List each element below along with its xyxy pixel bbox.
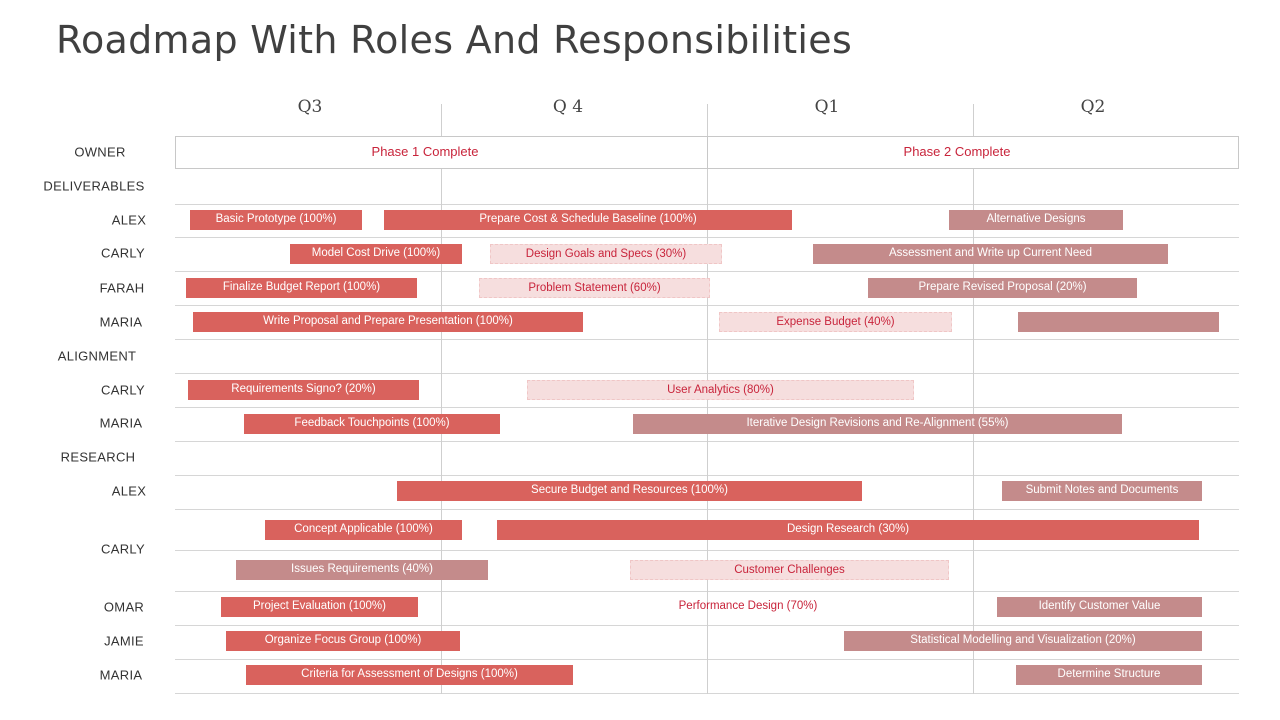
task-bar: Expense Budget (40%) [719, 312, 952, 332]
task-bar: Assessment and Write up Current Need [813, 244, 1168, 264]
row-label-owner: OWNER [74, 144, 126, 160]
task-bar: Write Proposal and Prepare Presentation … [193, 312, 583, 332]
task-bar: Project Evaluation (100%) [221, 597, 418, 617]
row-label-deliverables: DELIVERABLES [43, 178, 145, 194]
task-bar: Determine Structure [1016, 665, 1202, 685]
row-label-maria: MARIA [99, 415, 143, 431]
row-label-carly: CARLY [101, 245, 145, 261]
task-bar: Organize Focus Group (100%) [226, 631, 460, 651]
task-bar: Criteria for Assessment of Designs (100%… [246, 665, 573, 685]
task-bar: Problem Statement (60%) [479, 278, 710, 298]
task-bar: Concept Applicable (100%) [265, 520, 462, 540]
task-bar: Statistical Modelling and Visualization … [844, 631, 1202, 651]
quarter-q2-label: Q2 [1080, 97, 1106, 117]
task-bar: Prepare Cost & Schedule Baseline (100%) [384, 210, 792, 230]
row-label-jamie: JAMIE [104, 633, 144, 649]
task-bar: Basic Prototype (100%) [190, 210, 362, 230]
task-bar: Requirements Signo? (20%) [188, 380, 419, 400]
row-label-research: RESEARCH [60, 449, 136, 465]
task-bar: Performance Design (70%) [678, 600, 818, 612]
phase-1-label: Phase 1 Complete [371, 144, 479, 159]
task-bar: Finalize Budget Report (100%) [186, 278, 417, 298]
task-bar: Customer Challenges [630, 560, 949, 580]
quarter-divider [973, 104, 974, 694]
page-title: Roadmap With Roles And Responsibilities [56, 18, 853, 62]
task-bar: Issues Requirements (40%) [236, 560, 488, 580]
row-label-alex: ALEX [111, 212, 147, 228]
quarter-q3-label: Q3 [297, 97, 323, 117]
quarter-q1-label: Q1 [814, 97, 840, 117]
row-label-alex: ALEX [111, 483, 147, 499]
task-bar: Secure Budget and Resources (100%) [397, 481, 862, 501]
row-label-farah: FARAH [99, 280, 145, 296]
task-bar [1018, 312, 1219, 332]
task-bar: Submit Notes and Documents [1002, 481, 1202, 501]
row-label-alignment: ALIGNMENT [57, 348, 137, 364]
row-label-maria: MARIA [99, 314, 143, 330]
task-bar: Feedback Touchpoints (100%) [244, 414, 500, 434]
phase-divider [707, 136, 708, 169]
task-bar: Model Cost Drive (100%) [290, 244, 462, 264]
task-bar: Design Goals and Specs (30%) [490, 244, 722, 264]
row-label-omar: OMAR [103, 599, 145, 615]
task-bar: Iterative Design Revisions and Re-Alignm… [633, 414, 1122, 434]
quarter-q4-label: Q 4 [552, 97, 584, 117]
row-label-carly: CARLY [101, 541, 145, 557]
task-bar: User Analytics (80%) [527, 380, 914, 400]
task-bar: Design Research (30%) [497, 520, 1199, 540]
row-label-maria: MARIA [99, 667, 143, 683]
row-label-carly: CARLY [101, 382, 145, 398]
phase-2-label: Phase 2 Complete [903, 144, 1011, 159]
task-bar: Alternative Designs [949, 210, 1123, 230]
task-bar: Prepare Revised Proposal (20%) [868, 278, 1137, 298]
task-bar: Identify Customer Value [997, 597, 1202, 617]
quarter-divider [441, 104, 442, 694]
